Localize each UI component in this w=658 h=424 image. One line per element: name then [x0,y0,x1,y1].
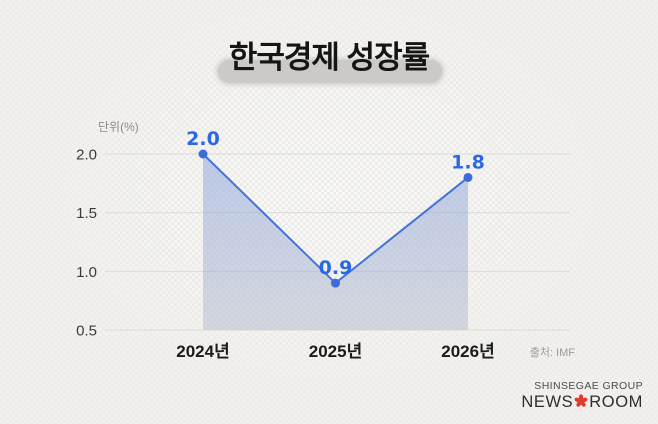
data-value-label: 1.8 [451,151,485,173]
source-label: 출처: IMF [529,347,575,359]
area-fill [203,154,468,330]
data-point [331,278,340,288]
data-value-labels: 2.0 0.9 1.8 [186,128,485,279]
logo-news-text: NEWS [521,393,574,411]
data-value-label: 0.9 [319,257,353,279]
y-axis-unit-label: 단위(%) [98,120,139,134]
logo-room-text: ROOM [589,393,643,411]
y-tick-label: 2.0 [76,147,97,164]
page-title: 한국경제 성장률 [228,40,430,75]
x-axis-label: 2025년 [309,342,362,361]
y-tick-label: 0.5 [76,323,97,340]
data-value-label: 2.0 [186,128,220,150]
logo-newsroom: NEWS ROOM [521,393,643,412]
shinsegae-newsroom-logo: SHINSEGAE GROUP NEWS ROOM [521,380,643,412]
data-points [198,149,473,288]
y-tick-label: 1.5 [76,205,97,222]
y-axis-tick-labels: 2.0 1.5 1.0 0.5 [76,147,97,340]
data-point [463,172,473,182]
shinsegae-flower-icon [574,394,588,407]
data-point [198,149,208,159]
x-axis-label: 2024년 [176,342,229,361]
title-highlight-band [218,60,442,83]
x-axis-labels: 2024년 2025년 2026년 [176,342,494,361]
x-axis-label: 2026년 [441,342,494,361]
logo-group-name: SHINSEGAE GROUP [534,380,643,392]
y-tick-label: 1.0 [76,264,97,281]
